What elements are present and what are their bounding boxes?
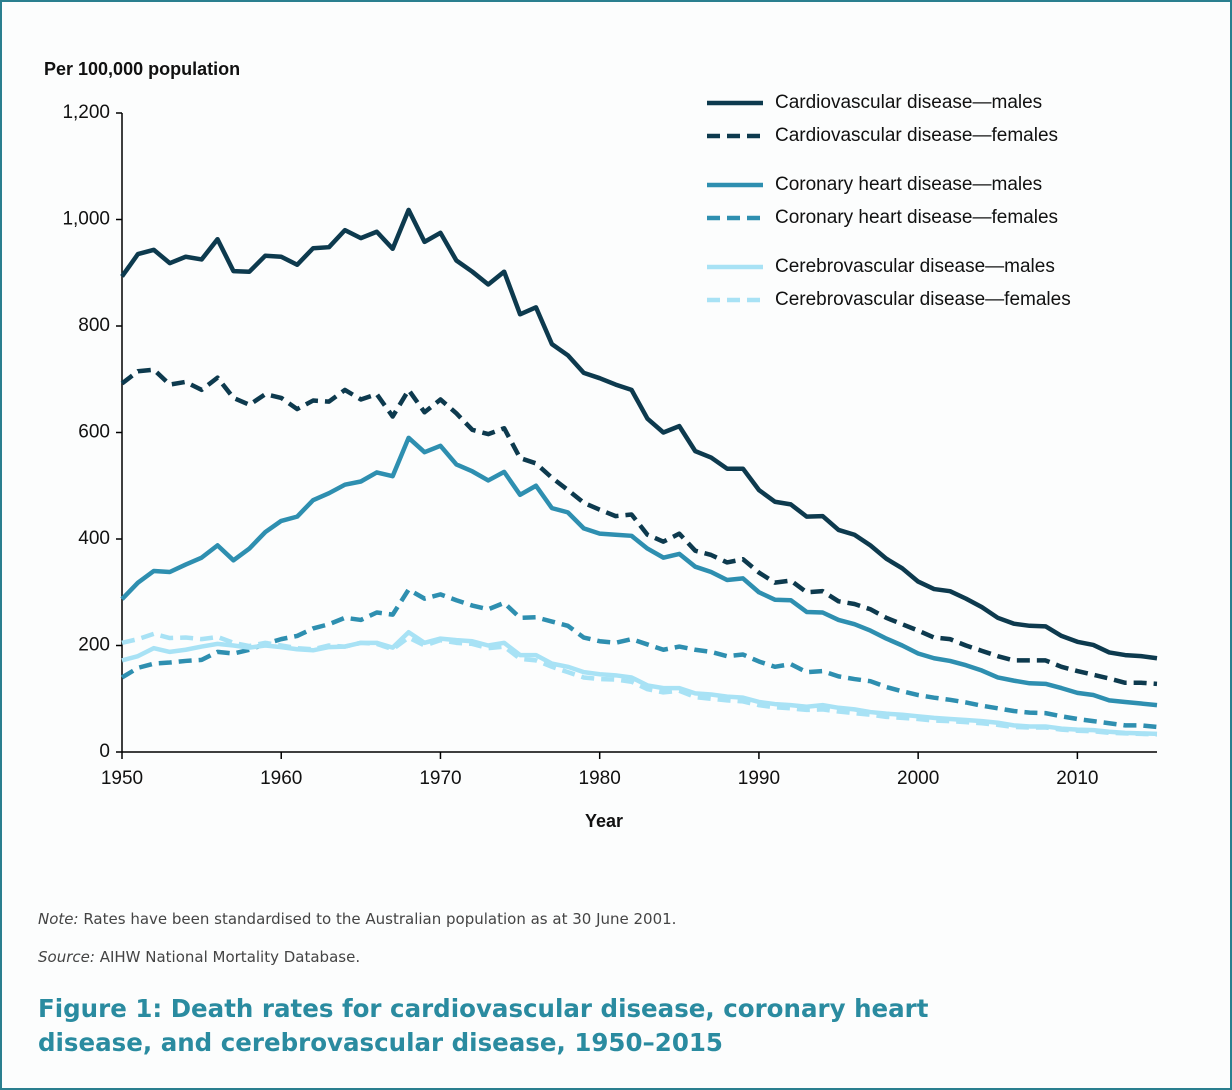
legend-label: Cardiovascular disease—females: [775, 125, 1058, 146]
y-tick-label: 800: [78, 315, 110, 336]
source: Source: AIHW National Mortality Database…: [38, 948, 360, 966]
x-tick-label: 2010: [1056, 768, 1098, 789]
note: Note: Rates have been standardised to th…: [38, 910, 676, 928]
y-tick-label: 1,000: [62, 209, 110, 230]
x-tick-label: 1980: [579, 768, 621, 789]
x-tick-label: 1960: [260, 768, 302, 789]
source-text: AIHW National Mortality Database.: [99, 948, 361, 966]
figure-caption: Figure 1: Death rates for cardiovascular…: [38, 994, 929, 1057]
y-tick-label: 200: [78, 635, 110, 656]
series-line: [120, 207, 1158, 661]
series-line: [120, 435, 1158, 708]
legend-label: Cerebrovascular disease—females: [775, 289, 1071, 310]
y-axis-label: Per 100,000 population: [44, 59, 240, 79]
note-text: Rates have been standardised to the Aust…: [83, 910, 677, 928]
series-line: [120, 587, 1158, 730]
x-tick-label: 1950: [101, 768, 143, 789]
note-label: Note:: [38, 910, 79, 928]
legend-label: Coronary heart disease—females: [775, 207, 1058, 228]
x-axis-label: Year: [585, 811, 623, 831]
y-tick-label: 400: [78, 528, 110, 549]
series-line: [120, 367, 1158, 687]
x-tick-label: 1990: [738, 768, 780, 789]
x-tick-label: 1970: [419, 768, 461, 789]
series-line: [121, 631, 1158, 737]
x-tick-label: 2000: [897, 768, 939, 789]
source-label: Source:: [38, 948, 95, 966]
legend-label: Coronary heart disease—males: [775, 174, 1042, 195]
legend-label: Cerebrovascular disease—males: [775, 256, 1055, 277]
y-tick-label: 0: [99, 741, 110, 762]
chart: Per 100,000 population Year 0 200 400 600 80…: [44, 59, 1158, 831]
y-tick-label: 1,200: [62, 102, 110, 123]
y-tick-label: 600: [78, 422, 110, 443]
legend-label: Cardiovascular disease—males: [775, 92, 1042, 113]
series-line: [121, 629, 1158, 737]
